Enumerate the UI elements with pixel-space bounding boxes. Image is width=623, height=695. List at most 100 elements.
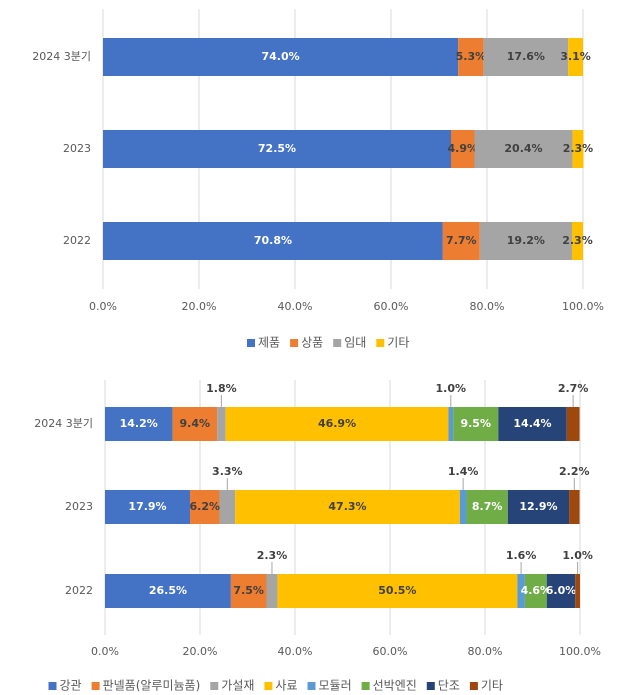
bar-segment xyxy=(442,222,480,260)
bar-segment xyxy=(453,407,499,441)
bar-segment xyxy=(219,490,236,524)
data-label: 70.8% xyxy=(254,234,292,247)
legend-swatch xyxy=(376,339,385,347)
x-tick-label: 40.0% xyxy=(278,300,313,313)
legend-swatch xyxy=(91,682,100,690)
legend-label: 상품 xyxy=(301,336,323,350)
data-label: 19.2% xyxy=(507,234,545,247)
data-label: 2.2% xyxy=(559,465,590,478)
bar-segment xyxy=(230,574,267,608)
legend-swatch xyxy=(210,682,219,690)
x-tick-label: 80.0% xyxy=(470,300,505,313)
bar-segment xyxy=(575,574,580,608)
bar-segment xyxy=(572,130,584,168)
data-label: 7.7% xyxy=(446,234,477,247)
data-label: 46.9% xyxy=(318,417,356,430)
data-label: 1.4% xyxy=(448,465,479,478)
legend-swatch xyxy=(48,682,57,690)
bar-segment xyxy=(217,407,226,441)
bar-segment xyxy=(568,38,583,76)
data-label: 2.3% xyxy=(562,234,593,247)
y-tick-label: 2024 3분기 xyxy=(34,417,93,430)
bar-segment xyxy=(479,222,572,260)
bar-segment xyxy=(225,407,449,441)
bar-segment xyxy=(103,130,451,168)
bar-segment xyxy=(498,407,567,441)
legend-swatch xyxy=(247,339,255,347)
data-label: 4.9% xyxy=(448,142,479,155)
legend-label: 임대 xyxy=(344,336,366,350)
data-label: 8.7% xyxy=(472,500,503,513)
bar-segment xyxy=(507,490,570,524)
x-tick-label: 20.0% xyxy=(183,645,218,658)
bar-segment xyxy=(546,574,576,608)
x-tick-label: 0.0% xyxy=(91,645,119,658)
y-tick-label: 2022 xyxy=(65,584,93,597)
data-label: 17.9% xyxy=(128,500,166,513)
bar-segment xyxy=(451,130,475,168)
bar-segment xyxy=(524,574,547,608)
x-tick-label: 20.0% xyxy=(182,300,217,313)
bar-segment xyxy=(190,490,220,524)
legend-label: 기타 xyxy=(481,679,503,693)
legend-label: 가설재 xyxy=(221,679,254,693)
legend-label: 사료 xyxy=(275,679,297,693)
data-label: 9.5% xyxy=(460,417,491,430)
bar-segment xyxy=(483,38,569,76)
bar-segment xyxy=(235,490,460,524)
legend-swatch xyxy=(426,682,435,690)
bar-segment xyxy=(474,130,573,168)
x-tick-label: 80.0% xyxy=(468,645,503,658)
data-label: 4.6% xyxy=(521,584,552,597)
data-label: 14.2% xyxy=(120,417,158,430)
data-label: 17.6% xyxy=(507,50,545,63)
data-label: 47.3% xyxy=(328,500,366,513)
data-label: 74.0% xyxy=(262,50,300,63)
bar-segment xyxy=(466,490,508,524)
data-label: 1.0% xyxy=(562,549,593,562)
bar-segment xyxy=(566,407,580,441)
bar-segment xyxy=(569,490,580,524)
legend-label: 제품 xyxy=(258,336,280,350)
legend-label: 모듈러 xyxy=(319,679,352,693)
legend-swatch xyxy=(469,682,478,690)
data-label: 72.5% xyxy=(258,142,296,155)
x-tick-label: 60.0% xyxy=(374,300,409,313)
bar-segment xyxy=(266,574,278,608)
legend-swatch xyxy=(290,339,299,347)
data-label: 3.1% xyxy=(560,50,591,63)
data-label: 3.3% xyxy=(212,465,243,478)
y-tick-label: 2023 xyxy=(63,142,91,155)
chart: 0.0% 20.0% 40.0% 60.0% 80.0% 100.0% 2024 3분기 74… xyxy=(32,9,604,350)
data-label: 2.3% xyxy=(257,549,288,562)
data-label: 1.6% xyxy=(506,549,537,562)
x-tick-label: 40.0% xyxy=(278,645,313,658)
legend-swatch xyxy=(361,682,370,690)
bar-segment xyxy=(105,574,231,608)
data-label: 2.3% xyxy=(563,142,594,155)
bar-segment xyxy=(172,407,218,441)
x-tick-label: 0.0% xyxy=(89,300,117,313)
y-tick-label: 2022 xyxy=(63,234,91,247)
x-tick-label: 100.0% xyxy=(559,645,601,658)
bar-segment xyxy=(571,222,583,260)
y-tick-label: 2024 3분기 xyxy=(32,50,91,63)
bar-segment xyxy=(458,38,484,76)
legend-label: 판넬품(알루미늄품) xyxy=(103,679,201,693)
data-label: 5.3% xyxy=(456,50,487,63)
bar-segment xyxy=(105,407,173,441)
data-label: 26.5% xyxy=(149,584,187,597)
bar-segment xyxy=(103,38,459,76)
data-label: 2.7% xyxy=(558,382,589,395)
chart: 0.0% 20.0% 40.0% 60.0% 80.0% 100.0% 2024 3분기 14… xyxy=(34,380,601,693)
legend-label: 선박엔진 xyxy=(373,679,417,693)
bar-segment xyxy=(448,407,454,441)
data-label: 9.4% xyxy=(180,417,211,430)
data-label: 20.4% xyxy=(504,142,542,155)
bar-segment xyxy=(105,490,191,524)
y-tick-label: 2023 xyxy=(65,500,93,513)
x-tick-label: 100.0% xyxy=(562,300,604,313)
legend-label: 강관 xyxy=(60,679,82,693)
bar-segment xyxy=(459,490,467,524)
